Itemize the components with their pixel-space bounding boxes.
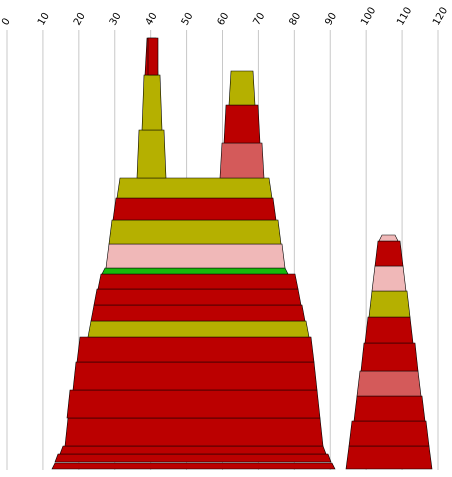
x-tick-label-10: 10 bbox=[36, 11, 52, 28]
stack-2-layer-9 bbox=[374, 240, 404, 267]
stack-1-layer-2 bbox=[54, 453, 332, 463]
stack-1-layer-15 bbox=[112, 197, 277, 221]
stack-2-layer-5 bbox=[360, 342, 419, 372]
stack-2-layer-2 bbox=[348, 420, 430, 447]
stack-1-layer-8 bbox=[87, 320, 310, 338]
stacks bbox=[51, 37, 433, 470]
x-tick-label-100: 100 bbox=[359, 5, 378, 27]
stack-1-layer-11 bbox=[97, 273, 299, 290]
x-tick-label-30: 30 bbox=[108, 11, 124, 28]
x-tick-label-40: 40 bbox=[144, 11, 160, 28]
stack-1-layer-1 bbox=[51, 462, 336, 470]
stack-1-layer-4 bbox=[64, 417, 324, 447]
x-tick-label-60: 60 bbox=[216, 11, 232, 28]
stack-1-layer-13 bbox=[105, 243, 286, 269]
stack-1-peak-2-layer-1 bbox=[219, 142, 265, 179]
stack-1-peak-2-layer-3 bbox=[228, 70, 256, 106]
stack-1-layer-10 bbox=[93, 288, 302, 306]
stack-1-peak-1-layer-2 bbox=[141, 74, 163, 131]
stack-1-layer-6 bbox=[72, 361, 318, 391]
stack-1-layer-12 bbox=[101, 267, 289, 275]
x-tick-label-70: 70 bbox=[251, 11, 267, 28]
stack-1-peak-1-layer-1 bbox=[136, 129, 167, 179]
x-tick-label-20: 20 bbox=[72, 11, 88, 28]
stack-1-peak-2-layer-2 bbox=[223, 104, 261, 144]
stack-1-layer-16 bbox=[116, 177, 273, 199]
stack-2-layer-7 bbox=[368, 290, 411, 318]
stack-2-layer-4 bbox=[356, 370, 422, 397]
stack-1-peak-1-layer-4 bbox=[147, 37, 159, 76]
stack-1-layer-9 bbox=[90, 304, 306, 322]
stack-1-peak-1 bbox=[136, 37, 167, 179]
stack-1 bbox=[51, 37, 336, 470]
x-tick-label-90: 90 bbox=[323, 11, 339, 28]
stack-1-layer-7 bbox=[76, 336, 315, 363]
x-tick-label-120: 120 bbox=[431, 5, 450, 27]
stack-1-layer-5 bbox=[66, 389, 321, 419]
stack-1-layer-14 bbox=[108, 219, 282, 245]
stack-1-peak-2 bbox=[219, 70, 265, 179]
stack-2-layer-6 bbox=[364, 316, 414, 344]
stack-1-layer-3 bbox=[59, 445, 327, 455]
stack-2-layer-1 bbox=[345, 445, 433, 470]
x-tick-label-50: 50 bbox=[180, 11, 196, 28]
x-axis-tick-labels: 0 10 20 30 40 50 60 70 80 90 100 110 120 bbox=[0, 5, 450, 27]
x-tick-label-0: 0 bbox=[0, 16, 13, 27]
x-tick-label-80: 80 bbox=[287, 11, 303, 28]
x-tick-label-110: 110 bbox=[395, 5, 414, 27]
stack-2-layer-8 bbox=[371, 265, 407, 292]
stack-2-layer-3 bbox=[353, 395, 426, 422]
stack-2 bbox=[345, 234, 433, 470]
stack-2-layer-10 bbox=[378, 234, 399, 242]
